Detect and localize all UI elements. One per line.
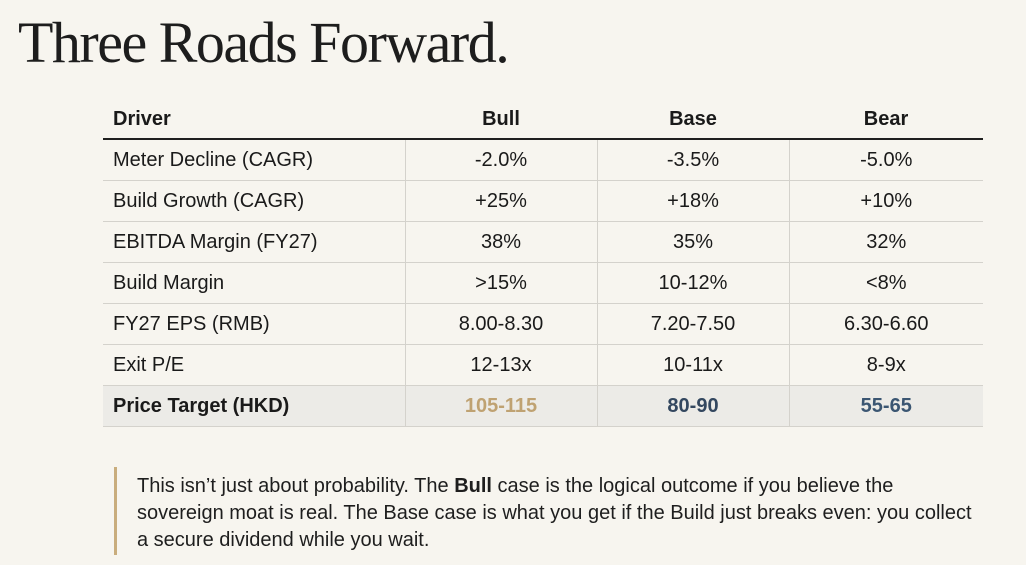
quote-text-end: case is the logical outcome if you belie…: [137, 475, 972, 551]
row-label: EBITDA Margin (FY27): [103, 221, 405, 263]
thesis-quote: This isn’t just about probability. The B…: [114, 467, 974, 555]
table-row: Build Growth (CAGR) +25% +18% +10%: [103, 180, 983, 222]
table-row: Build Margin >15% 10-12% <8%: [103, 262, 983, 304]
quote-bold-bull: Bull: [454, 475, 492, 497]
price-target-label: Price Target (HKD): [103, 385, 405, 427]
base-cell: 10-12%: [596, 262, 789, 304]
table-header-row: Driver Bull Base Bear: [103, 100, 983, 140]
bear-price-target: 55-65: [788, 385, 983, 427]
row-label: Meter Decline (CAGR): [103, 139, 405, 181]
base-cell: -3.5%: [596, 139, 789, 181]
base-cell: 35%: [596, 221, 789, 263]
bear-cell: 32%: [788, 221, 983, 263]
bull-cell: +25%: [404, 180, 597, 222]
header-bear: Bear: [789, 100, 983, 140]
row-label: FY27 EPS (RMB): [103, 303, 405, 345]
header-base: Base: [597, 100, 789, 140]
base-cell: 10-11x: [596, 344, 789, 386]
base-price-target: 80-90: [596, 385, 789, 427]
bull-cell: 12-13x: [404, 344, 597, 386]
header-bull: Bull: [405, 100, 597, 140]
table-row: FY27 EPS (RMB) 8.00-8.30 7.20-7.50 6.30-…: [103, 303, 983, 345]
table-row: Meter Decline (CAGR) -2.0% -3.5% -5.0%: [103, 139, 983, 181]
page-title: Three Roads Forward.: [18, 10, 510, 75]
table-row: EBITDA Margin (FY27) 38% 35% 32%: [103, 221, 983, 263]
bear-cell: <8%: [788, 262, 983, 304]
row-label: Exit P/E: [103, 344, 405, 386]
base-cell: +18%: [596, 180, 789, 222]
bull-cell: -2.0%: [404, 139, 597, 181]
header-driver: Driver: [103, 100, 405, 140]
row-label: Build Growth (CAGR): [103, 180, 405, 222]
row-label: Build Margin: [103, 262, 405, 304]
table-row: Exit P/E 12-13x 10-11x 8-9x: [103, 344, 983, 386]
bear-cell: -5.0%: [788, 139, 983, 181]
bear-cell: +10%: [788, 180, 983, 222]
bear-cell: 8-9x: [788, 344, 983, 386]
price-target-row: Price Target (HKD) 105-115 80-90 55-65: [103, 385, 983, 427]
bull-cell: >15%: [404, 262, 597, 304]
scenario-table: Driver Bull Base Bear Meter Decline (CAG…: [103, 100, 983, 427]
bull-price-target: 105-115: [404, 385, 597, 427]
quote-text-start: This isn’t just about probability. The: [137, 475, 455, 497]
base-cell: 7.20-7.50: [596, 303, 789, 345]
bull-cell: 8.00-8.30: [404, 303, 597, 345]
bear-cell: 6.30-6.60: [788, 303, 983, 345]
bull-cell: 38%: [404, 221, 597, 263]
